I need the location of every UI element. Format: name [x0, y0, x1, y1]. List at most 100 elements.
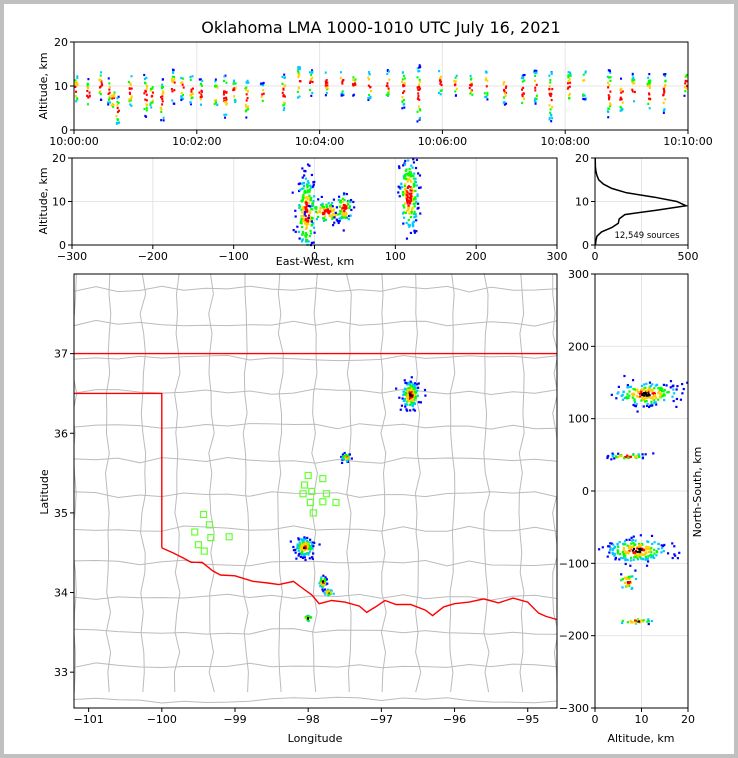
time-height-source: [369, 86, 372, 89]
time-height-source: [76, 98, 79, 101]
time-height-source: [111, 94, 114, 97]
plan-view-source: [410, 391, 413, 394]
ns-source: [645, 555, 648, 558]
time-height-source: [354, 83, 357, 86]
plan-view-source: [308, 546, 312, 549]
time-height-source: [108, 85, 111, 89]
time-height-source: [582, 94, 585, 97]
time-height-source: [388, 70, 391, 73]
ew-source: [348, 205, 352, 208]
plan-view-source: [306, 536, 309, 540]
time-height-source: [417, 70, 420, 73]
time-height-source: [386, 69, 389, 72]
ns-source: [645, 399, 648, 403]
ns-source: [621, 551, 624, 554]
time-height-source: [247, 81, 250, 84]
ns-source: [639, 552, 642, 555]
ew-source: [342, 193, 345, 196]
time-height-source: [583, 79, 586, 82]
ew-source: [408, 212, 412, 215]
time-height-xtick-label: 10:00:00: [49, 135, 98, 148]
plan-view-source: [406, 389, 409, 393]
time-height-source: [108, 88, 111, 91]
state-borders: [74, 352, 557, 621]
time-height-source: [631, 72, 634, 76]
plan-view-ytick-label: 36: [54, 427, 68, 440]
plan-view-source: [308, 550, 312, 553]
time-height-source: [182, 86, 185, 89]
time-height-source: [401, 71, 404, 74]
time-height-source: [160, 119, 163, 122]
ew-source: [332, 224, 335, 227]
ns-source: [610, 458, 613, 461]
time-height-source: [388, 78, 391, 81]
ns-source: [642, 405, 645, 408]
plan-view-source: [408, 403, 412, 407]
lma-station-marker: [300, 481, 309, 489]
time-height-source: [582, 93, 585, 96]
ns-source: [629, 546, 632, 550]
ew-source: [403, 192, 407, 195]
time-height-source: [418, 78, 421, 81]
ew-source: [403, 216, 406, 219]
ns-source: [644, 552, 648, 555]
time-height-source: [419, 109, 422, 112]
time-height-source: [234, 86, 237, 90]
time-height-source: [534, 71, 537, 75]
ns-source: [640, 557, 643, 560]
ew-source: [332, 209, 335, 212]
ns-source: [644, 396, 647, 400]
ew-source: [341, 200, 344, 204]
time-height-source: [620, 88, 623, 91]
ns-source: [669, 380, 673, 383]
ew-source: [321, 204, 324, 207]
time-height-source: [214, 85, 217, 88]
time-height-source: [484, 95, 487, 99]
time-height-source: [234, 100, 237, 104]
plan-view-source: [300, 551, 304, 555]
time-height-source: [325, 79, 328, 82]
time-height-source: [129, 99, 132, 102]
ns-source: [640, 391, 643, 394]
time-height-source: [281, 75, 284, 78]
time-height-source: [74, 83, 77, 86]
ns-source: [686, 381, 689, 384]
time-height-source: [521, 95, 524, 98]
time-height-source: [233, 95, 236, 98]
ns-source: [641, 453, 644, 456]
plan-view-ytick-label: 33: [54, 666, 68, 679]
time-height-source: [261, 84, 264, 87]
time-height-source: [223, 97, 226, 100]
ew-source: [318, 209, 321, 212]
ew-source: [303, 169, 306, 173]
figure-canvas: Oklahoma LMA 1000-1010 UTC July 16, 2021…: [4, 4, 734, 754]
time-height-source: [387, 93, 390, 96]
ns-source: [639, 619, 643, 622]
time-height-source: [100, 98, 103, 101]
plan-view-source: [332, 592, 335, 595]
time-height-source: [386, 72, 389, 76]
time-height-source: [609, 90, 612, 93]
time-height-source: [520, 76, 523, 80]
altitude-profile-line: [594, 157, 689, 246]
plan-view-source: [304, 544, 307, 547]
time-height-source: [129, 92, 132, 95]
ns-source: [622, 557, 625, 560]
ew-source: [304, 234, 307, 237]
time-height-source: [86, 84, 89, 87]
ew-source: [344, 212, 347, 215]
time-height-source: [437, 91, 440, 95]
time-height-source: [107, 92, 110, 96]
ns-source: [622, 548, 625, 551]
time-height-source: [283, 107, 286, 110]
time-height-source: [191, 96, 194, 99]
ew-source: [412, 185, 415, 188]
time-height-source: [108, 82, 111, 85]
time-height-source: [367, 96, 370, 100]
ew-source: [343, 192, 346, 195]
time-height-source: [470, 82, 473, 85]
time-height-source: [128, 100, 131, 103]
time-height-source: [213, 99, 216, 102]
lma-station-marker: [200, 547, 208, 555]
time-height-source: [566, 87, 569, 90]
